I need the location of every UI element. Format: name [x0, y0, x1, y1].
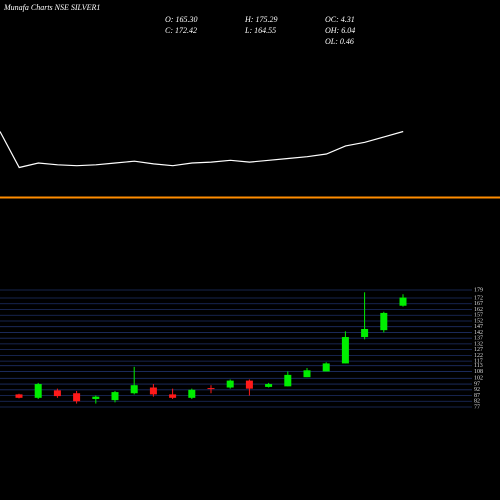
- ohlc-info: OC: 4.31: [325, 15, 355, 24]
- candle-body: [245, 380, 253, 389]
- y-tick-label: 162: [474, 307, 483, 313]
- y-tick-label: 152: [474, 318, 483, 324]
- y-tick-label: 167: [474, 301, 483, 307]
- candle-body: [380, 312, 388, 331]
- candle-body: [284, 374, 292, 387]
- y-tick-label: 157: [474, 313, 483, 319]
- y-tick-label: 122: [474, 353, 483, 359]
- y-tick-label: 82: [474, 399, 480, 405]
- candle-body: [188, 389, 196, 398]
- candle-body: [399, 297, 407, 306]
- ohlc-info: L: 164.55: [244, 26, 276, 35]
- candle-body: [207, 388, 215, 390]
- candle-body: [73, 393, 81, 402]
- y-tick-label: 92: [474, 387, 480, 393]
- y-tick-label: 127: [474, 347, 483, 353]
- candle-body: [111, 392, 119, 401]
- y-tick-label: 77: [474, 404, 480, 410]
- candle-body: [303, 370, 311, 378]
- y-tick-label: 132: [474, 341, 483, 347]
- candle-body: [53, 390, 61, 397]
- y-tick-label: 172: [474, 295, 483, 301]
- y-tick-label: 179: [474, 287, 483, 293]
- candle-body: [341, 337, 349, 364]
- candle-body: [169, 394, 177, 398]
- y-tick-label: 108: [474, 369, 483, 375]
- ohlc-info: H: 175.29: [244, 15, 277, 24]
- candle-body: [130, 385, 138, 394]
- ohlc-info: OL: 0.46: [325, 37, 354, 46]
- y-tick-label: 113: [474, 363, 483, 369]
- y-tick-label: 137: [474, 336, 483, 342]
- y-tick-label: 97: [474, 381, 480, 387]
- candle-body: [34, 384, 42, 398]
- chart-title: Munafa Charts NSE SILVER1: [3, 3, 100, 12]
- candle-body: [361, 329, 369, 338]
- candle-body: [265, 384, 273, 387]
- y-tick-label: 87: [474, 393, 480, 399]
- ohlc-info: OH: 6.04: [325, 26, 355, 35]
- candle-body: [226, 380, 234, 388]
- y-tick-label: 147: [474, 324, 483, 330]
- candle-body: [322, 363, 330, 372]
- y-tick-label: 102: [474, 376, 483, 382]
- candle-body: [149, 387, 157, 395]
- candle-body: [15, 394, 23, 398]
- ohlc-info: O: 165.30: [165, 15, 197, 24]
- y-tick-label: 142: [474, 330, 483, 336]
- candle-body: [92, 396, 100, 399]
- ohlc-info: C: 172.42: [165, 26, 197, 35]
- y-tick-label: 117: [474, 358, 483, 364]
- indicator-line: [0, 130, 404, 169]
